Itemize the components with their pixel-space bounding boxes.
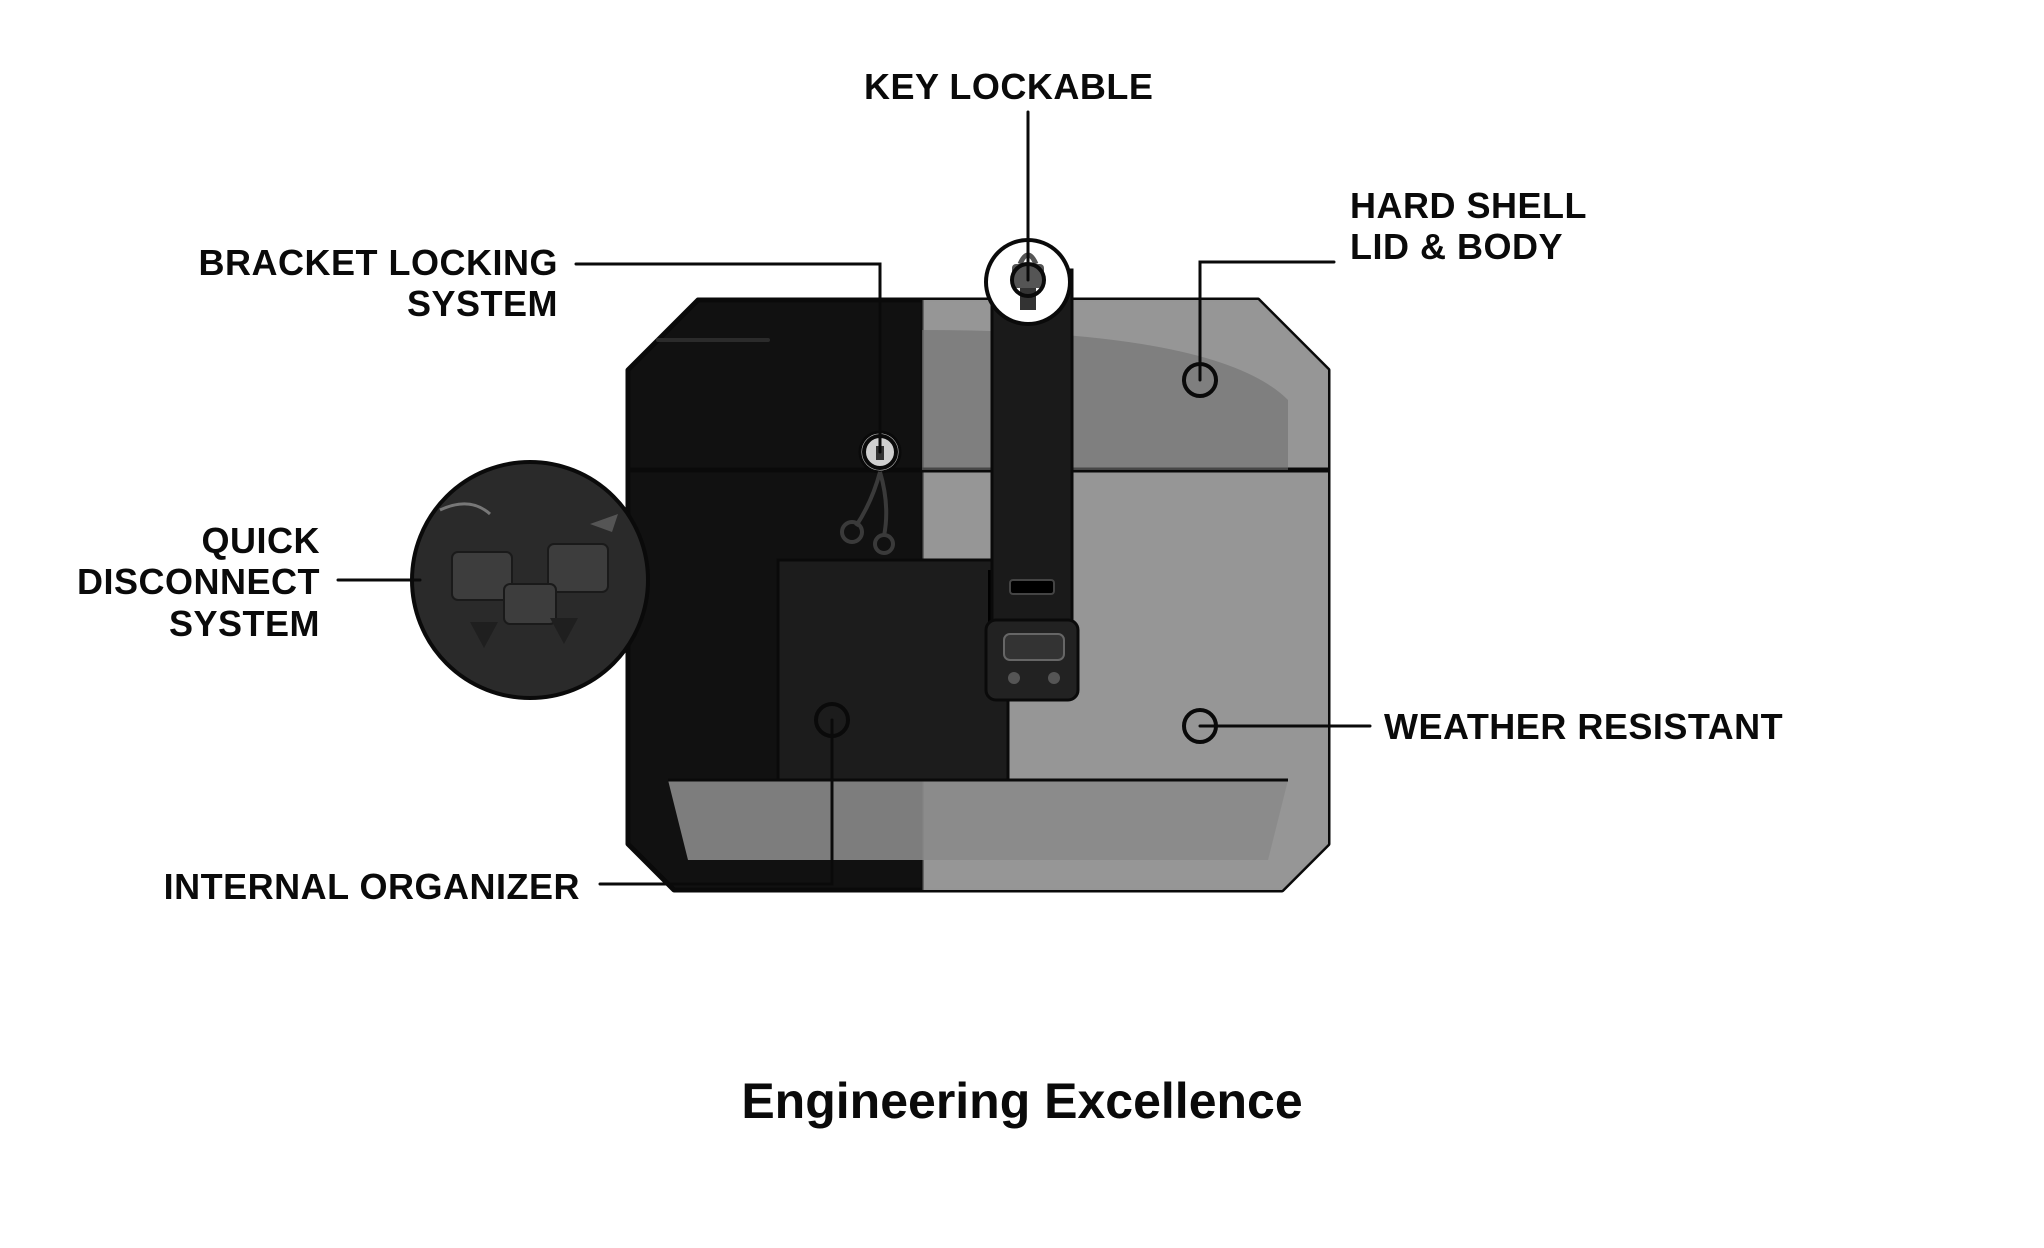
label-key-lockable: KEY LOCKABLE bbox=[864, 66, 1153, 107]
diagram-stage: KEY LOCKABLE HARD SHELL LID & BODY WEATH… bbox=[0, 0, 2044, 1248]
label-quick-disconnect: QUICK DISCONNECT SYSTEM bbox=[77, 520, 320, 644]
label-weather-resistant: WEATHER RESISTANT bbox=[1384, 706, 1783, 747]
label-internal-organizer: INTERNAL ORGANIZER bbox=[164, 866, 580, 907]
label-hard-shell: HARD SHELL LID & BODY bbox=[1350, 185, 1587, 268]
label-bracket-locking: BRACKET LOCKING SYSTEM bbox=[199, 242, 558, 325]
caption: Engineering Excellence bbox=[741, 1072, 1302, 1130]
